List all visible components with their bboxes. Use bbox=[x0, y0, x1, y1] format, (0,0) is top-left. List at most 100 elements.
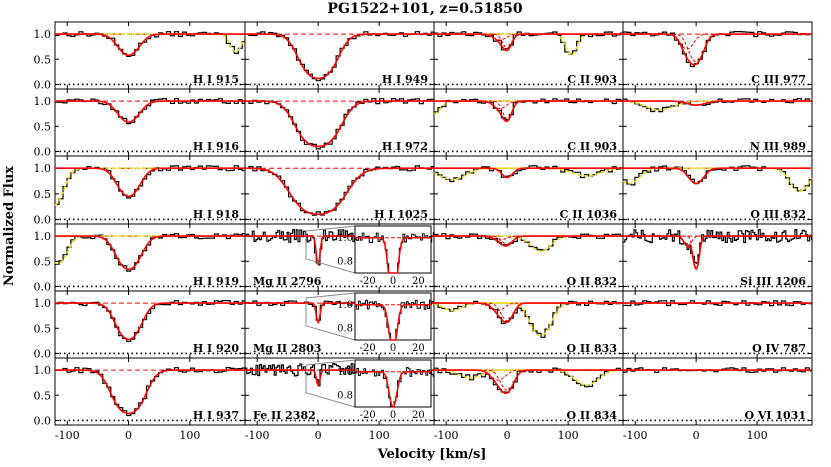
x-tick-label: 0 bbox=[125, 429, 132, 442]
y-tick-label: 0.5 bbox=[34, 322, 52, 335]
y-tick-label: 0.0 bbox=[34, 145, 52, 158]
x-tick-label: -100 bbox=[434, 429, 459, 442]
flux-data-histogram bbox=[623, 98, 812, 113]
panel-o-ii-834-17: -100 0 100 O II 834 bbox=[433, 357, 624, 442]
panel-frame bbox=[622, 357, 813, 426]
y-tick-label: 1.0 bbox=[34, 297, 52, 310]
flux-data-histogram bbox=[434, 31, 623, 55]
flux-data-histogram bbox=[623, 31, 812, 68]
y-tick-label: 0.5 bbox=[34, 255, 52, 268]
flux-data-histogram bbox=[55, 165, 245, 206]
panel-label: H I 937 bbox=[193, 409, 239, 422]
x-tick-label: -100 bbox=[55, 429, 80, 442]
contamination-profile bbox=[54, 235, 245, 265]
panel-c-ii-903-13: C II 903 bbox=[433, 88, 624, 157]
x-tick-label: -100 bbox=[245, 429, 270, 442]
y-axis-label: Normalized Flux bbox=[2, 166, 17, 286]
inset-y-tick-label: 1.0 bbox=[337, 300, 353, 311]
panel-h-i-972-7: H I 972 bbox=[244, 88, 435, 157]
panel-label: O II 834 bbox=[567, 409, 618, 422]
panel-si-iii-1206-21: Si III 1206 bbox=[622, 223, 813, 292]
panel-label: H I 949 bbox=[382, 73, 428, 86]
panel-grid: 0.0 0.5 1.0 H I 915 0.0 0.5 1.0 H I 916 0.0 0.5 1.… bbox=[34, 21, 813, 442]
model-fit-line bbox=[245, 100, 434, 148]
inset-connector bbox=[305, 292, 356, 299]
panel-h-i-918-2: 0.0 0.5 1.0 H I 918 bbox=[34, 155, 246, 226]
flux-data-histogram bbox=[55, 233, 245, 272]
panel-h-i-1025-8: H I 1025 bbox=[244, 155, 435, 225]
inset-x-tick-label: 0 bbox=[390, 276, 396, 287]
panel-c-iii-977-18: C III 977 bbox=[622, 21, 813, 90]
inset-connector bbox=[305, 298, 356, 341]
panel-c-ii-1036-14: C II 1036 bbox=[433, 155, 624, 225]
y-tick-label: 1.0 bbox=[34, 95, 52, 108]
model-fit-line bbox=[434, 302, 623, 324]
zoom-inset: 0.8 1.0 -20 0 20 bbox=[305, 359, 432, 421]
flux-data-histogram bbox=[623, 229, 812, 264]
y-tick-label: 0.0 bbox=[34, 78, 52, 91]
y-tick-label: 0.0 bbox=[34, 280, 52, 293]
panel-mg-ii-2796-9: 0.8 1.0 -20 0 20 Mg II 2796 bbox=[244, 223, 435, 292]
panel-o-ii-832-15: O II 832 bbox=[433, 223, 624, 292]
panel-label: C II 903 bbox=[567, 140, 617, 153]
contamination-profile bbox=[622, 167, 812, 185]
panel-label: O VI 1031 bbox=[744, 409, 806, 422]
inset-x-tick-label: 0 bbox=[390, 343, 396, 354]
y-tick-label: 1.0 bbox=[34, 162, 52, 175]
model-fit-line bbox=[623, 167, 812, 185]
x-axis-label: Velocity [km/s] bbox=[377, 447, 487, 462]
inset-y-tick-label: 0.8 bbox=[337, 256, 353, 267]
panel-label: O III 832 bbox=[750, 208, 806, 221]
model-fit-line bbox=[623, 100, 812, 106]
contamination-profile bbox=[434, 302, 623, 337]
flux-data-histogram bbox=[434, 367, 623, 393]
panel-label: H I 916 bbox=[193, 140, 240, 153]
panel-h-i-919-3: 0.0 0.5 1.0 H I 919 bbox=[34, 223, 246, 293]
panel-mg-ii-2803-10: 0.8 1.0 -20 0 20 Mg II 2803 bbox=[244, 290, 435, 359]
panel-h-i-920-4: 0.0 0.5 1.0 H I 920 bbox=[34, 290, 246, 360]
x-tick-label: 100 bbox=[179, 429, 200, 442]
model-fit-line bbox=[55, 235, 245, 271]
panel-label: H I 919 bbox=[193, 275, 239, 288]
component-profile bbox=[623, 235, 812, 270]
contamination-profile bbox=[434, 33, 623, 56]
panel-c-ii-903-12: C II 903 bbox=[433, 21, 624, 90]
x-tick-label: -100 bbox=[623, 429, 648, 442]
x-tick-label: 100 bbox=[747, 429, 768, 442]
panel-label: C II 1036 bbox=[560, 208, 618, 221]
x-tick-label: 0 bbox=[693, 429, 700, 442]
panel-h-i-949-6: H I 949 bbox=[244, 21, 435, 90]
panel-label: C III 977 bbox=[751, 73, 806, 86]
panel-h-i-916-1: 0.0 0.5 1.0 H I 916 bbox=[34, 88, 246, 158]
model-fit-line bbox=[55, 369, 245, 415]
inset-frame bbox=[354, 225, 432, 274]
model-fit-line bbox=[55, 167, 245, 198]
model-fit-line bbox=[55, 302, 245, 341]
component-profile bbox=[623, 33, 812, 63]
zoom-inset: 0.8 1.0 -20 0 20 bbox=[305, 225, 432, 287]
y-tick-label: 0.5 bbox=[34, 53, 52, 66]
x-tick-label: 0 bbox=[315, 429, 322, 442]
panel-label: Fe II 2382 bbox=[253, 409, 316, 422]
y-tick-label: 0.0 bbox=[34, 414, 52, 427]
y-tick-label: 0.5 bbox=[34, 188, 52, 201]
inset-y-tick-label: 0.8 bbox=[337, 390, 353, 401]
x-tick-label: 100 bbox=[558, 429, 579, 442]
model-fit-line bbox=[245, 33, 434, 80]
inset-y-tick-label: 0.8 bbox=[337, 323, 353, 334]
flux-data-histogram bbox=[55, 300, 245, 342]
panel-label: H I 918 bbox=[193, 208, 240, 221]
inset-x-tick-label: -20 bbox=[360, 276, 376, 287]
model-fit-line bbox=[434, 369, 623, 394]
panel-label: H I 972 bbox=[382, 140, 428, 153]
y-tick-label: 1.0 bbox=[34, 28, 52, 41]
x-tick-label: 0 bbox=[504, 429, 511, 442]
model-fit-line bbox=[434, 33, 623, 52]
panel-label: O IV 787 bbox=[752, 342, 806, 355]
flux-data-histogram bbox=[434, 98, 623, 121]
zoom-inset: 0.8 1.0 -20 0 20 bbox=[305, 292, 432, 354]
y-tick-label: 1.0 bbox=[34, 364, 52, 377]
contamination-profile bbox=[433, 167, 623, 181]
